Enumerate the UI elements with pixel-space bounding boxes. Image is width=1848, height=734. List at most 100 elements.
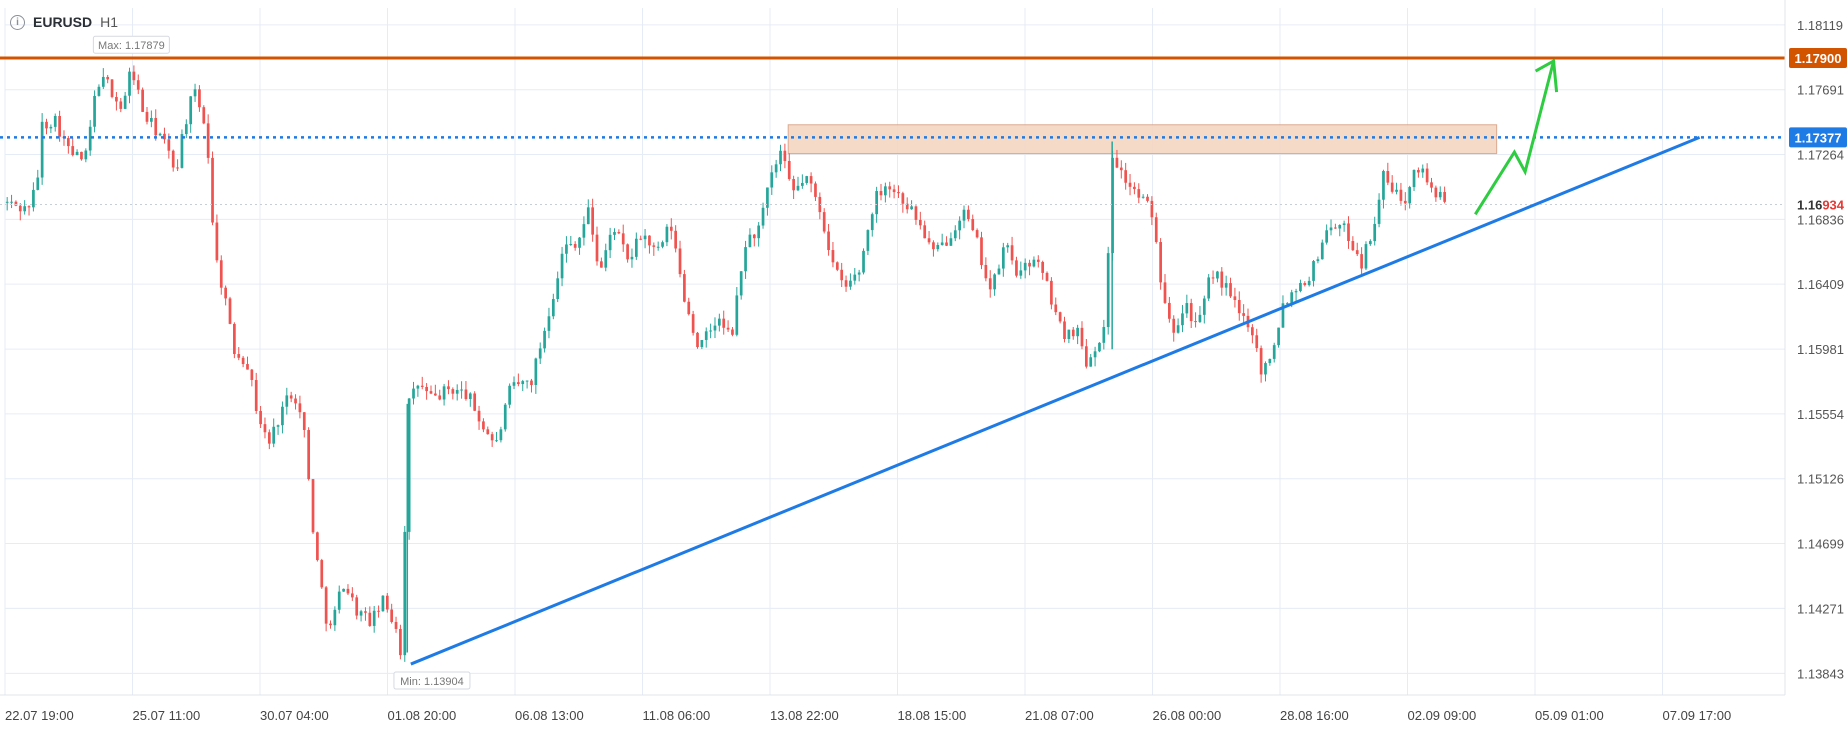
- candle-body: [281, 406, 284, 426]
- y-tick-label: 1.14699: [1797, 536, 1844, 551]
- candle-body: [997, 268, 1001, 275]
- candle-body: [333, 609, 337, 626]
- candle-body: [1355, 250, 1359, 255]
- candle-body: [717, 318, 721, 326]
- candle-body: [1058, 312, 1062, 322]
- candle-body: [1325, 230, 1329, 243]
- candle-body: [259, 410, 262, 425]
- candle-body: [608, 234, 612, 251]
- candle-body: [621, 233, 625, 245]
- candle-body: [1098, 342, 1101, 352]
- candle-body: [416, 385, 420, 389]
- candle-body: [853, 274, 857, 281]
- candle-body: [49, 126, 53, 129]
- candle-body: [132, 71, 136, 81]
- candle-body: [202, 107, 206, 124]
- candle-body: [953, 230, 957, 239]
- y-tick-label: 1.14271: [1797, 601, 1844, 616]
- candle-body: [1102, 327, 1106, 343]
- candle-body: [1329, 227, 1333, 231]
- candle-body: [1202, 298, 1206, 315]
- candle-body: [1067, 329, 1071, 340]
- candle-body: [403, 531, 407, 656]
- candle-body: [1181, 313, 1184, 326]
- x-tick-label: 07.09 17:00: [1663, 708, 1732, 723]
- candle-body: [499, 429, 503, 441]
- candle-body: [835, 262, 839, 270]
- candle-body: [862, 250, 865, 273]
- candle-body: [425, 386, 428, 392]
- candle-body: [752, 234, 756, 239]
- candle-body: [276, 425, 280, 427]
- candle-body: [1159, 242, 1162, 283]
- candle-body: [569, 244, 573, 246]
- candle-body: [739, 271, 743, 296]
- candle-body: [914, 206, 918, 220]
- candle-body: [870, 214, 874, 231]
- candle-body: [219, 260, 223, 288]
- candle-body: [1281, 303, 1285, 328]
- candle-body: [329, 623, 332, 626]
- candle-body: [438, 395, 442, 400]
- candle-body: [1054, 304, 1058, 313]
- candle-body: [429, 391, 433, 394]
- candle-body: [342, 588, 345, 592]
- y-tick-label: 1.15126: [1797, 472, 1844, 487]
- dotted-price-badge: 1.17377: [1789, 127, 1847, 148]
- candle-body: [311, 479, 315, 533]
- x-tick-label: 28.08 16:00: [1280, 708, 1349, 723]
- candle-body: [377, 610, 380, 612]
- candle-body: [503, 404, 507, 430]
- candle-body: [578, 237, 581, 248]
- candle-body: [1347, 223, 1350, 242]
- candle-body: [150, 117, 153, 122]
- candle-body: [822, 212, 826, 232]
- candle-body: [704, 331, 708, 340]
- candle-body: [805, 176, 809, 183]
- x-tick-label: 26.08 00:00: [1153, 708, 1222, 723]
- candle-body: [123, 95, 127, 109]
- candle-body: [1299, 283, 1302, 292]
- symbol-name[interactable]: EURUSD: [33, 14, 93, 30]
- candle-body: [936, 244, 940, 250]
- candle-body: [1137, 189, 1141, 198]
- candle-body: [634, 238, 638, 257]
- candle-body: [1093, 351, 1097, 358]
- candle-body: [582, 224, 586, 238]
- candle-body: [543, 330, 546, 349]
- info-icon[interactable]: i: [10, 14, 25, 30]
- candle-body: [1312, 261, 1315, 281]
- candle-body: [145, 111, 149, 122]
- candle-body: [1421, 168, 1425, 173]
- candle-body: [630, 256, 634, 260]
- candle-body: [792, 179, 795, 191]
- candle-body: [988, 278, 992, 290]
- candle-body: [709, 330, 712, 332]
- candle-body: [442, 386, 446, 400]
- candle-body: [84, 150, 88, 160]
- candle-body: [932, 242, 935, 250]
- candle-body: [538, 348, 542, 359]
- candle-body: [1434, 187, 1438, 198]
- ascending-trendline: [410, 135, 1701, 666]
- candle-body: [879, 191, 883, 196]
- candle-body: [394, 621, 398, 629]
- candle-body: [1163, 282, 1167, 303]
- candle-body: [814, 183, 817, 197]
- timeframe-label[interactable]: H1: [100, 14, 119, 30]
- candle-body: [1032, 259, 1036, 267]
- candle-body: [36, 177, 40, 190]
- candle-body: [184, 124, 188, 135]
- candle-body: [1373, 223, 1377, 242]
- candle-body: [1259, 348, 1263, 375]
- x-tick-label: 22.07 19:00: [5, 708, 74, 723]
- candle-body: [32, 189, 35, 208]
- candle-body: [1360, 254, 1363, 269]
- candle-body: [1220, 271, 1224, 288]
- candle-body: [940, 242, 944, 245]
- candle-body: [722, 318, 726, 328]
- candle-body: [27, 206, 31, 208]
- current-price-text: 1.16934: [1797, 198, 1845, 213]
